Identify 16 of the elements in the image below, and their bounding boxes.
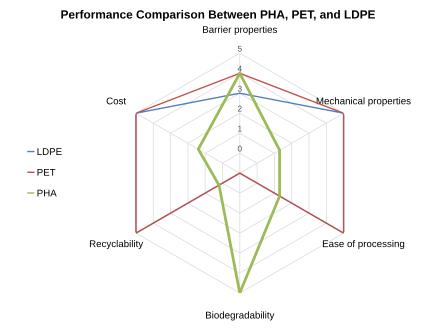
spoke-label: Biodegradability <box>206 311 274 320</box>
spoke-label: Barrier properties <box>203 26 278 35</box>
y-tick-label: 2 <box>238 106 242 112</box>
spoke-label: Recyclability <box>90 240 144 250</box>
y-tick-label: 1 <box>238 126 242 132</box>
legend-label: LDPE <box>38 148 62 155</box>
y-tick-label: 4 <box>238 66 242 72</box>
y-tick-label: 5 <box>238 46 242 52</box>
legend-label: PHA <box>38 190 57 196</box>
legend-label: PET <box>38 168 56 176</box>
y-tick-label: 3 <box>238 86 242 92</box>
spoke-label: Mechanical properties <box>316 97 411 106</box>
chart-title: Performance Comparison Between PHA, PET, and LDPE <box>61 10 375 21</box>
spoke-label: Cost <box>106 97 126 104</box>
spoke-label: Ease of processing <box>322 240 404 250</box>
y-tick-label: 0 <box>238 146 242 152</box>
